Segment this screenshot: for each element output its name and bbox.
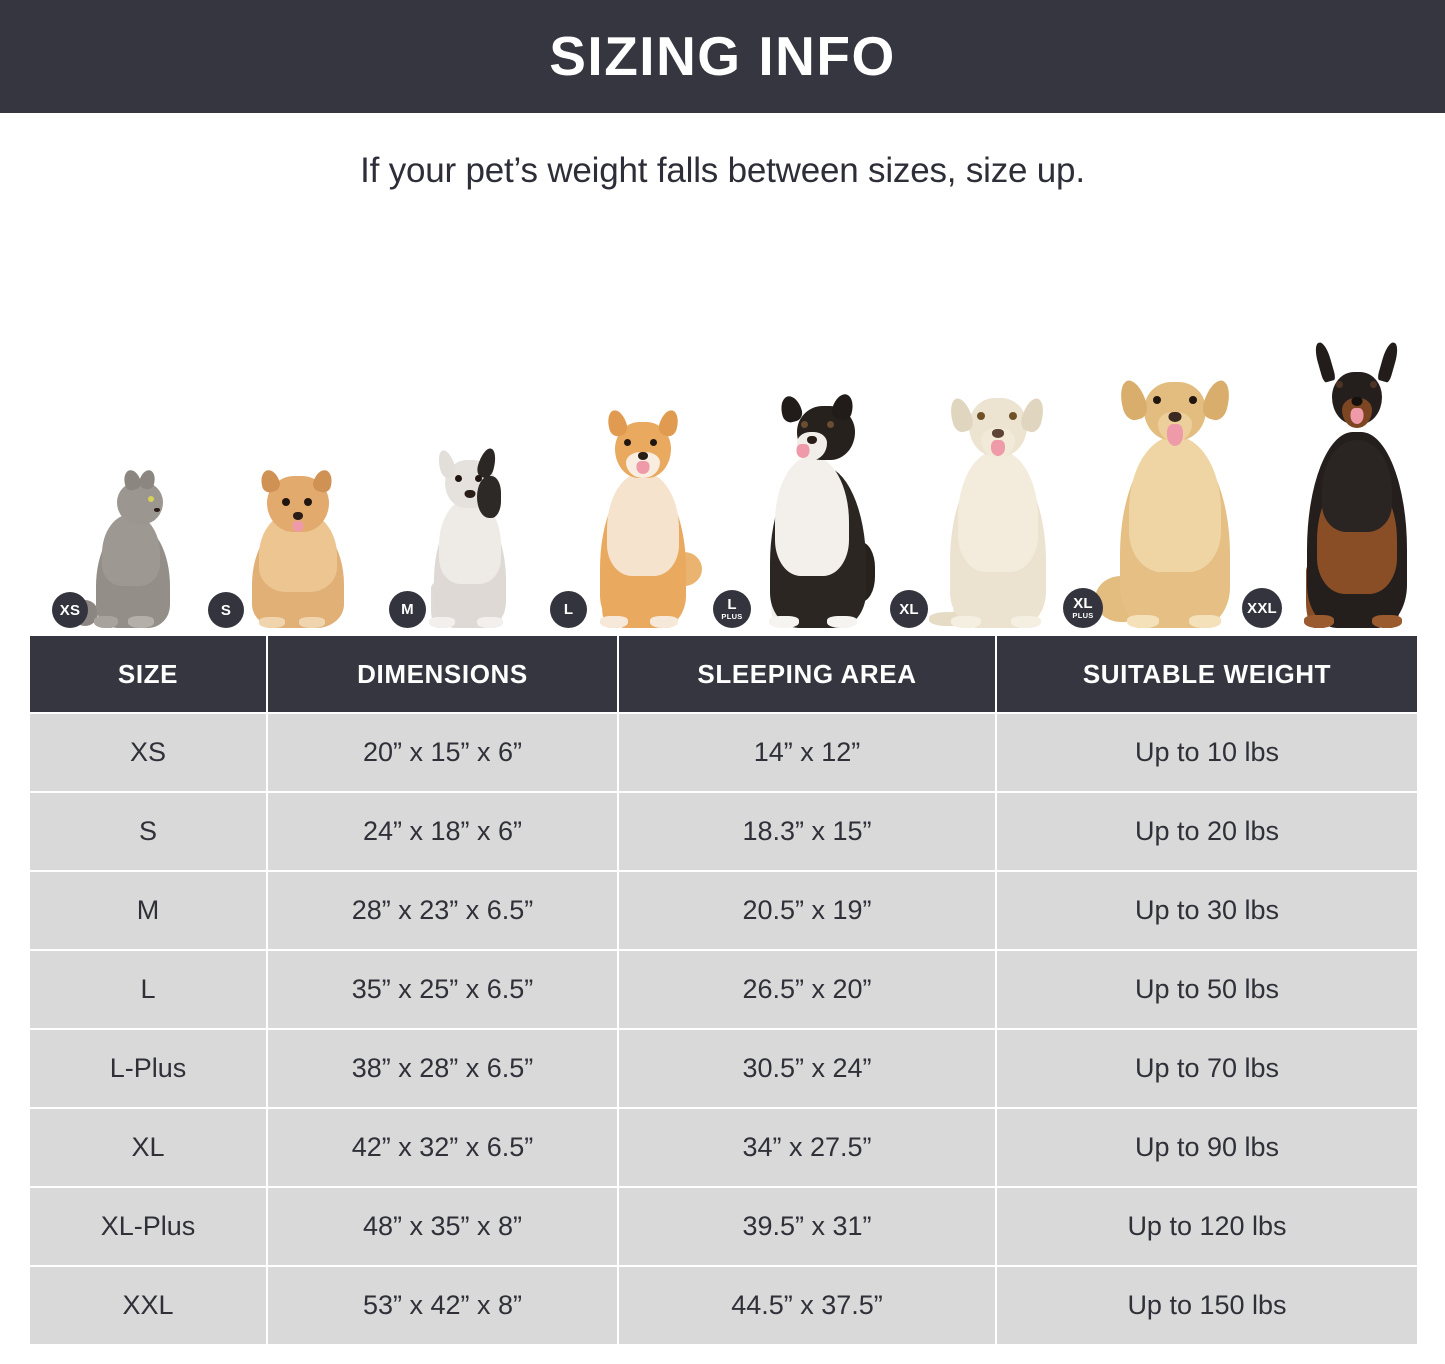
size-badge-xl-plus: XL PLUS [1063, 588, 1103, 628]
cell-suitable-weight: Up to 70 lbs [997, 1030, 1417, 1107]
size-badge-xl: XL [890, 590, 928, 628]
doberman-icon [1282, 338, 1432, 628]
cell-dimensions: 42” x 32” x 6.5” [268, 1109, 617, 1186]
cell-sleeping-area: 26.5” x 20” [619, 951, 995, 1028]
cell-suitable-weight: Up to 30 lbs [997, 872, 1417, 949]
shiba-inu-icon [578, 403, 708, 628]
cell-sleeping-area: 14” x 12” [619, 714, 995, 791]
cell-size: XXL [30, 1267, 266, 1344]
cell-size: L-Plus [30, 1030, 266, 1107]
golden-retriever-icon [1095, 358, 1255, 628]
table-row: L 35” x 25” x 6.5” 26.5” x 20” Up to 50 … [30, 951, 1417, 1028]
cell-dimensions: 24” x 18” x 6” [268, 793, 617, 870]
table-row: S 24” x 18” x 6” 18.3” x 15” Up to 20 lb… [30, 793, 1417, 870]
pet-figure-xxl: XXL [1242, 338, 1432, 628]
size-badge-xxl: XXL [1242, 588, 1282, 628]
cell-sleeping-area: 30.5” x 24” [619, 1030, 995, 1107]
page-title: SIZING INFO [549, 25, 896, 87]
column-header-dimensions: DIMENSIONS [268, 636, 617, 712]
sizing-table: SIZE DIMENSIONS SLEEPING AREA SUITABLE W… [28, 634, 1419, 1346]
pet-figure-xl-plus: XL PLUS [1063, 358, 1255, 628]
table-row: XS 20” x 15” x 6” 14” x 12” Up to 10 lbs [30, 714, 1417, 791]
cat-gray-icon [72, 468, 188, 628]
cell-dimensions: 48” x 35” x 8” [268, 1188, 617, 1265]
table-row: M 28” x 23” x 6.5” 20.5” x 19” Up to 30 … [30, 872, 1417, 949]
cell-size: M [30, 872, 266, 949]
cell-size: L [30, 951, 266, 1028]
cell-dimensions: 53” x 42” x 8” [268, 1267, 617, 1344]
cell-sleeping-area: 20.5” x 19” [619, 872, 995, 949]
pet-size-illustration-strip: XS S [0, 228, 1445, 628]
column-header-sleeping-area: SLEEPING AREA [619, 636, 995, 712]
cell-suitable-weight: Up to 50 lbs [997, 951, 1417, 1028]
subtitle-section: If your pet’s weight falls between sizes… [0, 113, 1445, 228]
column-header-size: SIZE [30, 636, 266, 712]
size-badge-xs: XS [52, 592, 88, 628]
header-banner: SIZING INFO [0, 0, 1445, 113]
size-badge-l: L [550, 591, 587, 628]
cell-size: S [30, 793, 266, 870]
table-row: L-Plus 38” x 28” x 6.5” 30.5” x 24” Up t… [30, 1030, 1417, 1107]
table-row: XL-Plus 48” x 35” x 8” 39.5” x 31” Up to… [30, 1188, 1417, 1265]
pomeranian-icon [240, 463, 355, 628]
cell-suitable-weight: Up to 20 lbs [997, 793, 1417, 870]
cell-suitable-weight: Up to 10 lbs [997, 714, 1417, 791]
cell-sleeping-area: 44.5” x 37.5” [619, 1267, 995, 1344]
cell-size: XL-Plus [30, 1188, 266, 1265]
cell-dimensions: 38” x 28” x 6.5” [268, 1030, 617, 1107]
size-badge-s: S [208, 592, 244, 628]
pet-figure-m: M [389, 446, 525, 628]
cell-size: XS [30, 714, 266, 791]
size-badge-l-plus: L PLUS [713, 590, 751, 628]
size-badge-m: M [389, 591, 426, 628]
table-row: XL 42” x 32” x 6.5” 34” x 27.5” Up to 90… [30, 1109, 1417, 1186]
column-header-suitable-weight: SUITABLE WEIGHT [997, 636, 1417, 712]
border-collie-icon [745, 383, 890, 628]
french-bulldog-icon [415, 446, 525, 628]
pet-figure-l: L [550, 403, 708, 628]
cell-dimensions: 20” x 15” x 6” [268, 714, 617, 791]
cell-suitable-weight: Up to 120 lbs [997, 1188, 1417, 1265]
table-header-row: SIZE DIMENSIONS SLEEPING AREA SUITABLE W… [30, 636, 1417, 712]
table-row: XXL 53” x 42” x 8” 44.5” x 37.5” Up to 1… [30, 1267, 1417, 1344]
cell-size: XL [30, 1109, 266, 1186]
table-header: SIZE DIMENSIONS SLEEPING AREA SUITABLE W… [30, 636, 1417, 712]
cell-suitable-weight: Up to 90 lbs [997, 1109, 1417, 1186]
pet-figure-xs: XS [52, 468, 188, 628]
cell-dimensions: 35” x 25” x 6.5” [268, 951, 617, 1028]
pet-figure-xl: XL [890, 378, 1070, 628]
cell-dimensions: 28” x 23” x 6.5” [268, 872, 617, 949]
cell-sleeping-area: 39.5” x 31” [619, 1188, 995, 1265]
pet-figure-s: S [208, 463, 355, 628]
pet-figure-l-plus: L PLUS [713, 383, 890, 628]
subtitle-text: If your pet’s weight falls between sizes… [360, 150, 1085, 190]
cell-suitable-weight: Up to 150 lbs [997, 1267, 1417, 1344]
cell-sleeping-area: 18.3” x 15” [619, 793, 995, 870]
labrador-icon [925, 378, 1070, 628]
table-body: XS 20” x 15” x 6” 14” x 12” Up to 10 lbs… [30, 714, 1417, 1344]
cell-sleeping-area: 34” x 27.5” [619, 1109, 995, 1186]
